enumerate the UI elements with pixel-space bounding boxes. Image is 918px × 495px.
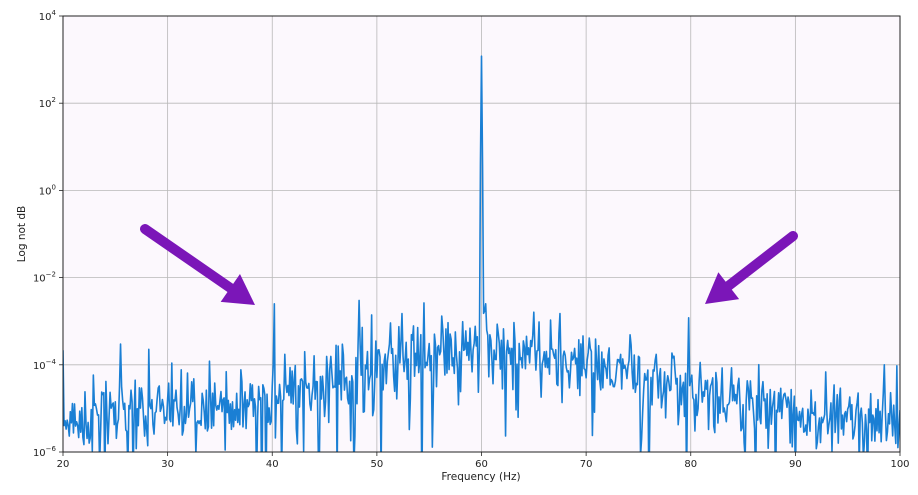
plot-frame [62,15,901,453]
y-tick-label: 10−2 [33,271,56,285]
x-tick-label: 20 [57,459,70,470]
spectrum-line [63,55,900,452]
x-axis-label: Frequency (Hz) [441,471,520,483]
y-axis-ticks: 10−6 10−4 10−2 100 102 104 [33,9,63,459]
y-tick-label: 10−6 [33,445,57,459]
x-tick-label: 40 [266,459,279,470]
annotation-arrows [140,224,798,305]
y-tick-label: 10−4 [33,358,57,372]
x-tick-label: 90 [789,459,802,470]
x-tick-label: 60 [475,459,488,470]
x-tick-label: 100 [890,459,909,470]
x-tick-label: 30 [161,459,174,470]
y-tick-label: 102 [39,96,56,110]
arrow-shaft [723,231,798,291]
y-tick-label: 104 [39,9,57,23]
x-tick-label: 80 [684,459,697,470]
arrow-annotation [140,224,255,305]
arrow-annotation [705,231,798,304]
y-axis-label: Log not dB [16,206,28,263]
x-tick-label: 70 [580,459,593,470]
y-tick-label: 100 [39,183,56,197]
arrow-shaft [140,224,236,293]
x-axis-ticks: 20 30 40 50 60 70 80 90 100 [57,452,910,470]
arrow-head [705,272,740,304]
arrow-head [220,273,255,305]
x-tick-label: 50 [371,459,384,470]
